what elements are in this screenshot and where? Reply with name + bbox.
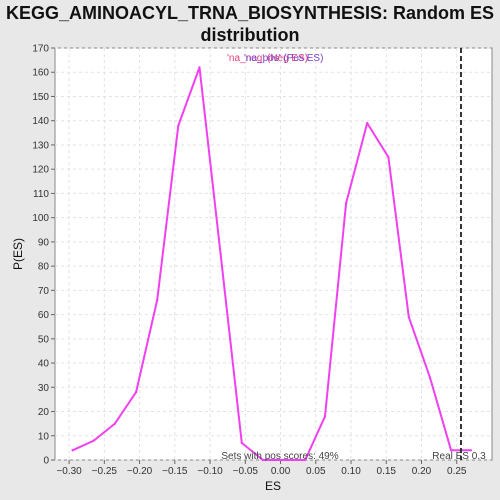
x-tick-label: −0.15	[162, 466, 188, 477]
grid	[55, 47, 492, 461]
x-tick-label: 0.10	[341, 466, 361, 477]
data-point	[156, 298, 159, 302]
data-point	[198, 66, 201, 69]
data-point	[366, 121, 369, 125]
data-point	[219, 252, 222, 256]
x-axis: −0.30 −0.25 −0.20 −0.15 −0.10 −0.05 0.00 0.05 0.…	[56, 460, 467, 477]
y-tick-label: 50	[38, 334, 50, 345]
x-tick-label: −0.30	[56, 466, 82, 477]
legend: 'na_neg' (Neg ES)'na_pos' (Pos ES)	[227, 53, 323, 64]
x-tick-label: 0.15	[377, 466, 397, 477]
data-point	[240, 441, 243, 445]
data-point	[92, 439, 95, 442]
y-tick-label: 60	[38, 310, 50, 321]
chart-title-line1: KEGG_AMINOACYL_TRNA_BIOSYNTHESIS: Random…	[5, 3, 495, 23]
y-tick-label: 130	[32, 140, 49, 151]
x-tick-label: 0.20	[412, 466, 432, 477]
y-tick-label: 0	[43, 456, 49, 467]
y-tick-label: 150	[32, 92, 49, 103]
y-tick-label: 20	[38, 407, 50, 418]
data-point	[113, 422, 117, 425]
y-axis: 0 10 20 30 40 50 60 70 80 90 100 110 120 130 140 150 160…	[32, 44, 55, 467]
chart-title: KEGG_AMINOACYL_TRNA_BIOSYNTHESIS: Random…	[0, 2, 500, 46]
data-point	[387, 155, 390, 159]
series-line	[72, 66, 471, 461]
series-layer	[71, 66, 473, 462]
real-es-label: Real ES 0.3	[432, 451, 486, 462]
y-tick-label: 100	[32, 213, 49, 224]
data-point	[344, 201, 348, 205]
y-axis-label: P(ES)	[11, 238, 25, 270]
legend-entry: 'na_pos' (Pos ES)	[244, 53, 323, 64]
data-point	[134, 390, 138, 394]
y-tick-label: 120	[32, 165, 49, 176]
data-point	[323, 415, 327, 418]
x-tick-label: −0.20	[127, 466, 153, 477]
y-tick-label: 170	[32, 44, 49, 55]
y-tick-label: 30	[38, 383, 50, 394]
data-point	[428, 376, 432, 379]
y-tick-label: 10	[38, 431, 50, 442]
x-tick-label: −0.10	[197, 466, 223, 477]
y-tick-label: 90	[38, 237, 50, 248]
y-tick-label: 160	[32, 68, 49, 79]
y-tick-label: 70	[38, 286, 50, 297]
data-point	[449, 449, 453, 452]
y-tick-label: 40	[38, 359, 50, 370]
x-tick-label: −0.05	[233, 466, 259, 477]
data-point	[304, 458, 307, 462]
pos-scores-annotation: Sets with pos scores: 49%	[221, 451, 338, 462]
y-tick-label: 140	[32, 116, 49, 127]
y-tick-label: 80	[38, 262, 50, 273]
plot-area	[54, 47, 493, 461]
data-point	[469, 449, 473, 452]
data-point	[407, 315, 411, 319]
data-point	[282, 458, 286, 462]
legend-entry: 'na_neg' (Neg ES)	[227, 53, 308, 64]
x-tick-label: 0.25	[447, 466, 467, 477]
data-point	[261, 458, 265, 462]
x-axis-label: ES	[265, 479, 281, 493]
data-point	[177, 124, 180, 127]
x-tick-label: 0.05	[306, 466, 326, 477]
x-tick-label: −0.25	[92, 466, 118, 477]
x-tick-label: 0.00	[271, 466, 291, 477]
data-point	[71, 449, 74, 452]
y-tick-label: 110	[33, 189, 49, 200]
chart-title-line2: distribution	[200, 25, 300, 45]
